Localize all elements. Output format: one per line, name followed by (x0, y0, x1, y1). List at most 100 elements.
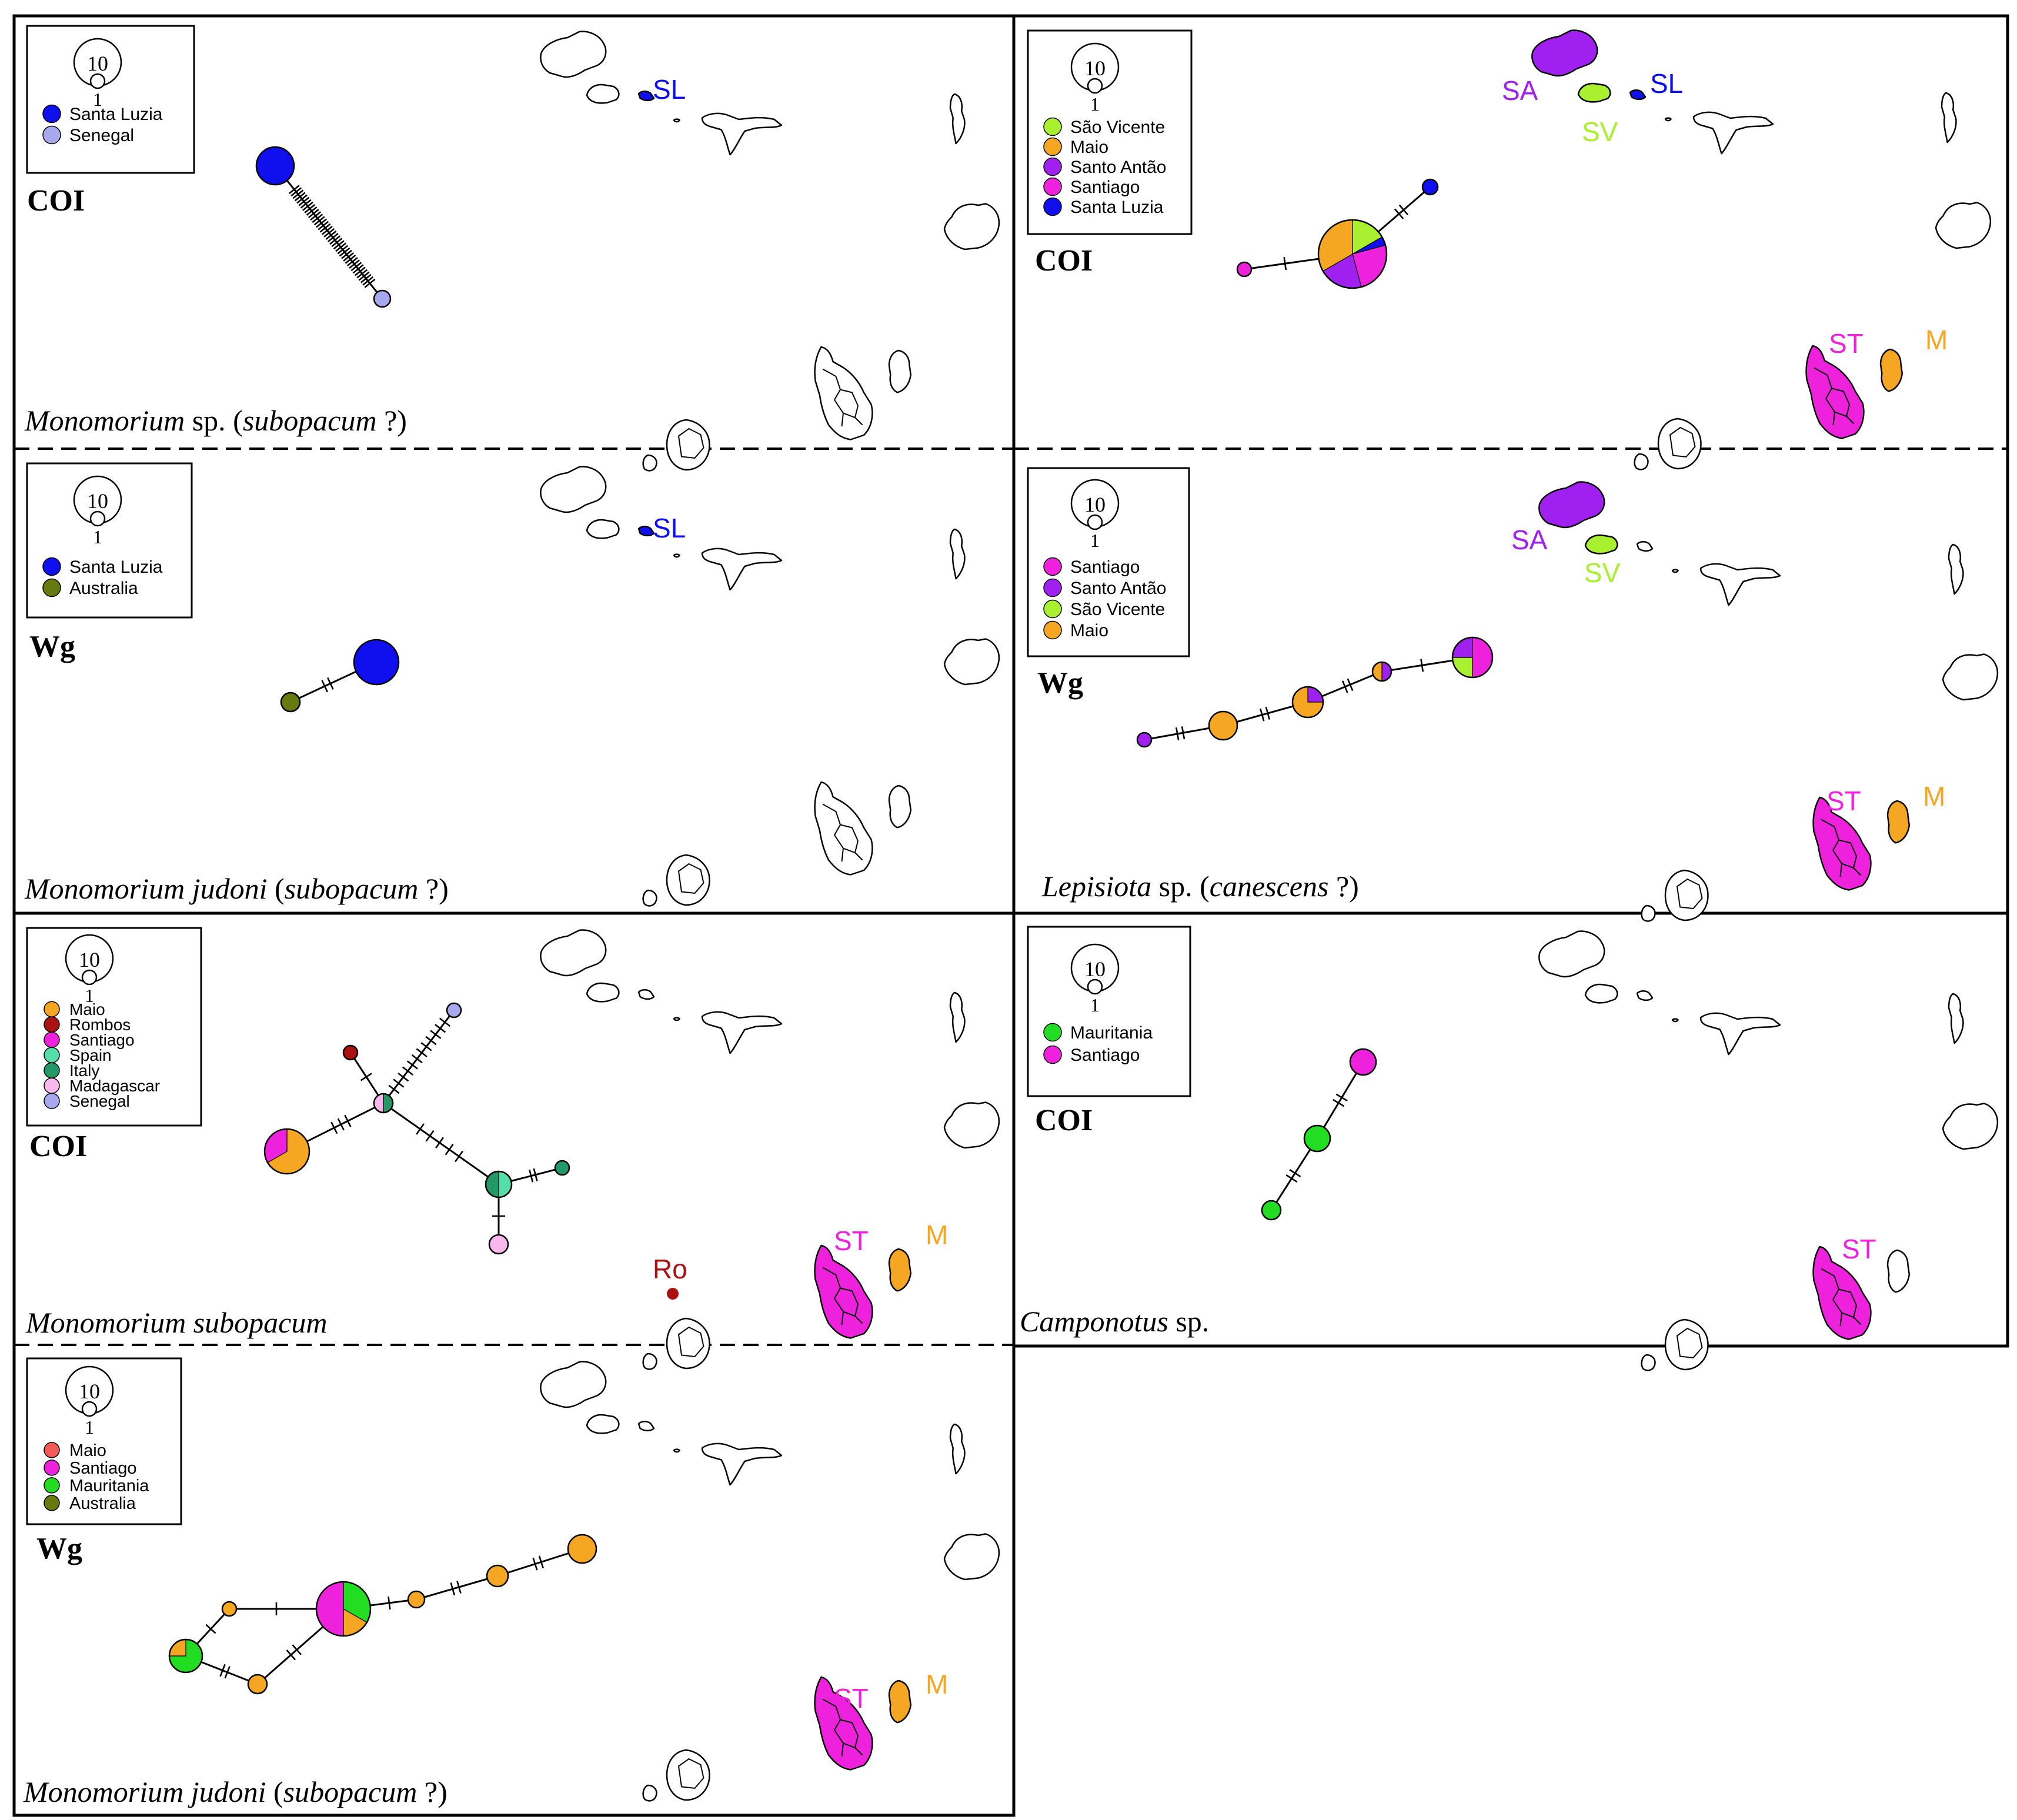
haplotype-node (280, 692, 301, 713)
haplotype-slice (1261, 1200, 1282, 1221)
mutation-tick (322, 225, 333, 235)
panel-b: 10 1 Santa Luzia Australia Wg Monomorium judo… (24, 462, 1000, 907)
scale-label-large: 10 (1084, 957, 1106, 981)
haplotype-slice (486, 1564, 509, 1588)
scale-circle-small (81, 1401, 98, 1417)
haplotype-slice (567, 1534, 597, 1564)
haplotype-node (373, 289, 392, 308)
mutation-tick (425, 1036, 437, 1046)
mutation-tick (337, 1118, 345, 1131)
island-brava (1634, 453, 1649, 470)
mutation-tick (425, 1130, 435, 1142)
mutation-tick (1285, 1174, 1298, 1183)
island-sao-nicolau (701, 1011, 783, 1054)
island-maio (1886, 1249, 1911, 1293)
legend-swatch (44, 1442, 60, 1458)
mutation-tick (1265, 706, 1271, 720)
species-name-part: subopacum (243, 404, 377, 437)
island-fogo (1664, 1318, 1709, 1371)
haplotype-outline (315, 1581, 372, 1637)
island-sal (1941, 92, 1957, 143)
fogo-outline (666, 1749, 710, 1801)
island-boa-vista (1942, 653, 1999, 701)
legend-item: Madagascar (44, 1077, 160, 1095)
mutation-tick (1335, 1093, 1348, 1102)
legend-label: Australia (69, 579, 138, 598)
island-maio (888, 784, 912, 829)
fogo-caldera (677, 428, 704, 459)
species-name-part: ?) (377, 404, 407, 437)
island-brava (642, 1784, 657, 1802)
island-sao-vicente (1577, 82, 1611, 103)
island-label: M (1925, 325, 1948, 355)
island-label: SL (1650, 68, 1683, 99)
haplotype-outline (263, 1128, 310, 1175)
mutation-tick (329, 235, 340, 245)
mutation-tick (356, 269, 368, 279)
island-sao-vicente (586, 982, 620, 1003)
legend-item: Senegal (42, 125, 134, 145)
scale-label-large: 10 (1084, 56, 1106, 80)
legend-box (26, 25, 195, 174)
island-santo-antao (1538, 930, 1605, 978)
legend-label: Spain (69, 1046, 112, 1064)
island-sal (949, 1423, 966, 1475)
legend-item: Spain (44, 1046, 112, 1064)
legend-label: Santiago (1070, 1046, 1140, 1065)
legend-swatch (44, 1093, 60, 1109)
island-raso (673, 553, 680, 558)
legend-swatch (1043, 197, 1062, 216)
mutation-tick (318, 221, 329, 231)
island-sao-nicolau (701, 1442, 783, 1486)
island-santa-luzia (1636, 990, 1654, 1001)
island-sal (949, 528, 966, 580)
network-edge (416, 1575, 498, 1601)
legend-swatch (1043, 599, 1062, 619)
island-santiago (814, 781, 873, 876)
island-boa-vista (943, 203, 1000, 251)
mutation-tick (288, 185, 300, 195)
mutation-tick (308, 209, 319, 219)
fogo-caldera (677, 1326, 704, 1358)
mutation-tick (355, 266, 366, 276)
island-brava (642, 454, 657, 472)
island-sal (1948, 993, 1964, 1044)
mutation-tick (430, 1030, 442, 1039)
haplotype-node (342, 1044, 359, 1061)
mutation-tick (330, 1121, 338, 1134)
legend-item: Mauritania (44, 1477, 149, 1495)
mutation-tick (344, 1114, 352, 1127)
legend-label: Italy (69, 1061, 99, 1080)
fogo-outline (666, 854, 710, 906)
legend-label: Maio (1070, 138, 1108, 157)
legend-item: Santiago (1043, 557, 1140, 577)
species-name-part: subopacum (285, 872, 419, 905)
mutation-tick (350, 262, 362, 272)
fogo-caldera (1676, 878, 1703, 910)
legend-label: Maio (69, 1441, 106, 1460)
mutation-tick (352, 264, 364, 274)
mutation-tick (331, 238, 343, 248)
legend-swatch (42, 578, 61, 597)
legend-swatch (1043, 157, 1062, 176)
mutation-tick (224, 1666, 231, 1679)
island-raso (1664, 117, 1672, 122)
mutation-tick (286, 1649, 296, 1661)
legend-item: Italy (44, 1061, 99, 1080)
fogo-caldera (677, 1758, 704, 1789)
legend-swatch (1043, 1023, 1062, 1042)
legend-swatch (1043, 578, 1062, 597)
island-santa-luzia (637, 989, 655, 1000)
mutation-tick (312, 213, 323, 223)
scale-label-small: 1 (85, 1417, 94, 1438)
island-map (540, 466, 1000, 907)
santiago-municipalities (822, 1698, 863, 1757)
santiago-outline (1812, 796, 1872, 891)
mutation-tick (411, 1054, 423, 1064)
legend-label: Mauritania (1070, 1023, 1153, 1043)
island-sao-vicente (586, 519, 620, 539)
legend-item: Santo Antão (1043, 578, 1166, 598)
island-santo-antao (540, 929, 607, 977)
mutation-tick (327, 677, 334, 690)
